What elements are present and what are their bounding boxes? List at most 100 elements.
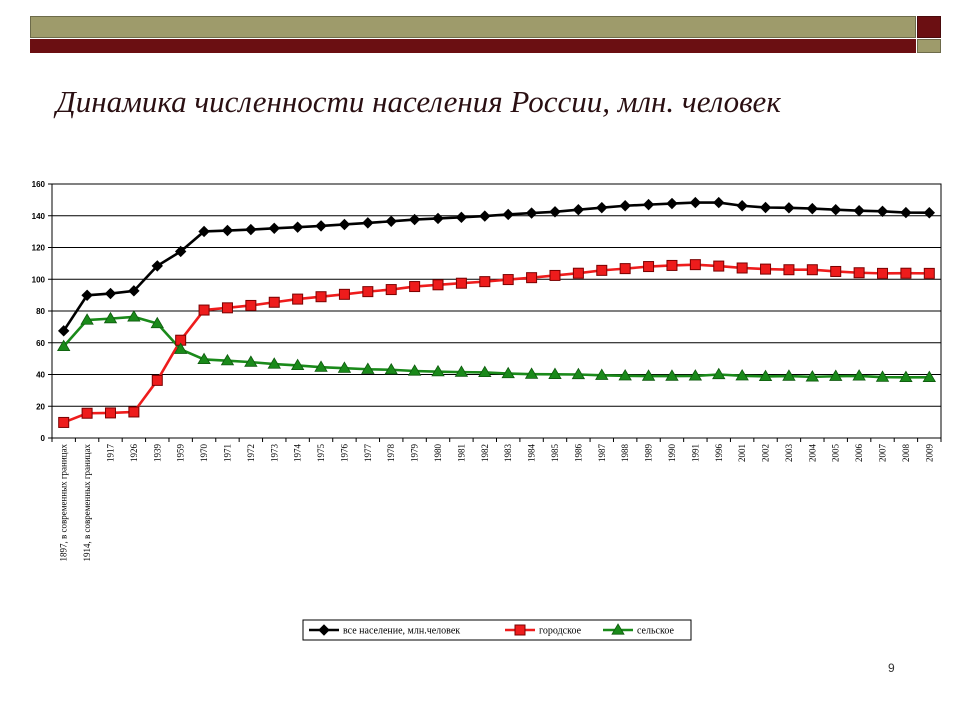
- data-point-total: [689, 196, 702, 209]
- legend: [302, 619, 692, 641]
- data-point-total: [338, 218, 351, 231]
- data-point-urban: [923, 267, 935, 279]
- data-point-rural: [244, 355, 258, 367]
- x-tick-label: 1986: [573, 444, 583, 463]
- data-point-urban: [455, 277, 467, 289]
- x-tick-label: 1985: [550, 444, 560, 463]
- data-point-rural: [267, 357, 281, 369]
- data-point-total: [502, 208, 514, 221]
- x-tick-label: 1980: [433, 444, 443, 463]
- data-point-urban: [526, 272, 538, 284]
- data-point-urban: [713, 260, 725, 272]
- data-point-rural: [290, 358, 305, 371]
- data-point-rural: [641, 369, 656, 381]
- data-point-total: [830, 204, 842, 216]
- data-point-rural: [314, 360, 328, 372]
- data-point-total: [900, 206, 912, 219]
- data-point-total: [853, 204, 865, 217]
- data-point-urban: [572, 267, 584, 279]
- data-point-urban: [877, 267, 889, 279]
- data-point-total: [596, 201, 608, 214]
- data-point-total: [57, 325, 70, 337]
- x-tick-label: 2008: [901, 444, 911, 463]
- x-tick-label: 2001: [737, 444, 747, 462]
- x-tick-label: 1914, в современных границах: [82, 444, 92, 562]
- data-point-total: [759, 201, 772, 214]
- data-point-total: [81, 289, 93, 301]
- data-point-urban: [362, 286, 374, 298]
- series-line-total: [62, 201, 930, 332]
- data-point-rural: [501, 366, 515, 379]
- data-point-urban: [736, 262, 748, 274]
- x-tick-label: 2005: [831, 444, 841, 463]
- y-tick-label: 20: [36, 402, 45, 411]
- data-point-urban: [900, 267, 912, 279]
- data-point-total: [221, 224, 234, 237]
- data-point-total: [923, 207, 936, 219]
- data-point-urban: [853, 267, 865, 279]
- data-point-urban: [806, 264, 818, 276]
- data-point-rural: [220, 353, 235, 366]
- x-tick-label: 1959: [176, 444, 186, 463]
- data-point-rural: [173, 342, 188, 354]
- data-point-rural: [56, 339, 71, 352]
- data-point-rural: [337, 361, 352, 373]
- data-point-total: [619, 200, 631, 212]
- data-point-total: [783, 202, 795, 214]
- data-point-rural: [103, 311, 118, 324]
- slide-number: 9: [888, 661, 895, 675]
- data-point-rural: [852, 369, 866, 381]
- y-tick-label: 160: [32, 180, 46, 189]
- data-point-total: [315, 220, 327, 232]
- data-point-total: [174, 245, 187, 258]
- x-tick-label: 1991: [690, 444, 700, 462]
- y-tick-label: 0: [41, 434, 46, 443]
- page-title: Динамика численности населения России, м…: [56, 84, 781, 119]
- data-point-total: [876, 205, 889, 218]
- data-point-urban: [479, 276, 491, 288]
- data-point-urban: [514, 624, 526, 636]
- data-point-urban: [666, 259, 678, 271]
- x-tick-label: 1971: [222, 444, 232, 462]
- data-point-total: [666, 197, 678, 210]
- data-point-rural: [735, 368, 749, 381]
- data-point-urban: [338, 288, 350, 300]
- data-point-urban: [81, 407, 93, 419]
- data-point-rural: [618, 368, 632, 381]
- data-point-total: [806, 202, 819, 215]
- data-point-total: [713, 196, 725, 209]
- data-point-urban: [549, 269, 561, 281]
- top-bar-olive-square: [917, 39, 941, 53]
- data-point-rural: [407, 364, 422, 376]
- data-point-urban: [783, 264, 795, 276]
- x-tick-label: 1970: [199, 444, 209, 463]
- data-point-total: [549, 206, 561, 218]
- data-point-total: [245, 223, 257, 236]
- data-point-rural: [80, 313, 94, 325]
- data-point-urban: [409, 281, 421, 293]
- data-point-rural: [805, 370, 820, 382]
- x-tick-label: 1973: [269, 444, 279, 463]
- legend-label: сельское: [637, 626, 674, 637]
- x-tick-label: 1974: [293, 444, 303, 463]
- series-line-urban: [63, 263, 930, 424]
- data-point-urban: [619, 263, 631, 275]
- x-tick-label: 1987: [597, 444, 607, 463]
- data-point-rural: [361, 362, 375, 374]
- data-point-total: [385, 215, 397, 228]
- y-tick-label: 140: [32, 212, 46, 221]
- legend-label: городское: [539, 626, 582, 637]
- data-point-urban: [689, 259, 701, 271]
- x-tick-label: 1975: [316, 444, 326, 463]
- x-tick-label: 1939: [152, 444, 162, 463]
- data-point-rural: [595, 368, 609, 380]
- y-tick-label: 120: [32, 244, 46, 253]
- data-point-urban: [292, 293, 304, 305]
- data-point-urban: [315, 291, 327, 303]
- x-tick-label: 1990: [667, 444, 677, 463]
- data-point-total: [362, 217, 374, 229]
- data-point-rural: [431, 364, 445, 377]
- data-point-rural: [829, 369, 843, 381]
- data-point-rural: [782, 369, 796, 381]
- data-point-urban: [268, 296, 280, 308]
